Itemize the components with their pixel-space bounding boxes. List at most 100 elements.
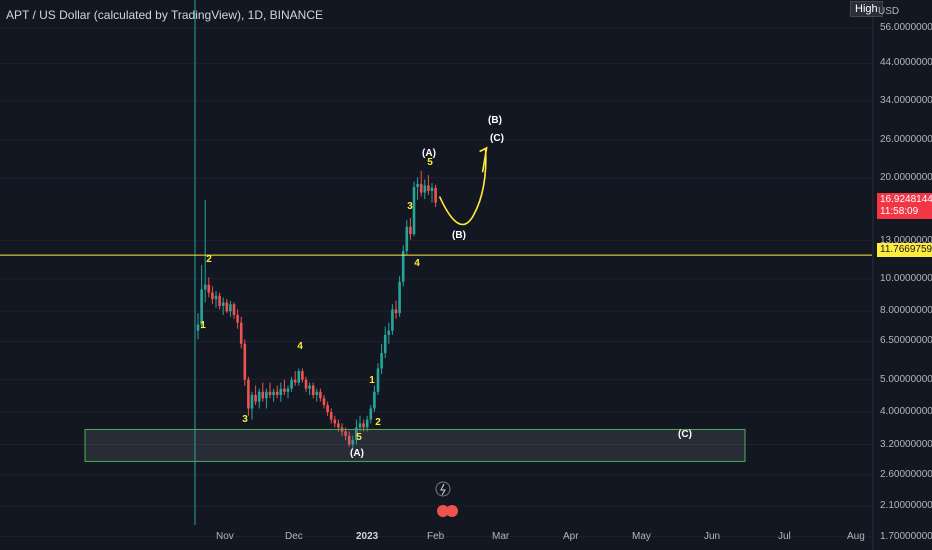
y-tick-label: 26.00000000: [880, 133, 932, 145]
last-price-flag: 16.92481448 11:58:09: [877, 193, 932, 219]
x-tick-label: Jul: [778, 531, 791, 542]
wave-label: 4: [414, 258, 420, 269]
candle-body: [430, 187, 434, 191]
candle-body: [405, 226, 409, 252]
candle-body: [380, 353, 383, 369]
grid-lines: [0, 27, 872, 538]
high-button[interactable]: High: [850, 1, 883, 17]
candle-body: [229, 304, 232, 312]
y-tick-label: 2.60000000: [880, 468, 932, 480]
candle-body: [362, 423, 365, 428]
wave-label: (B): [488, 115, 502, 126]
candle-body: [308, 385, 311, 389]
x-tick-label: Jun: [704, 531, 721, 542]
y-tick-label: 4.00000000: [880, 406, 932, 418]
candle-body: [355, 427, 358, 441]
lightning-glyph: [440, 483, 446, 496]
y-tick-label: 13.00000000: [880, 234, 932, 246]
y-tick-label: 1.70000000: [880, 530, 932, 542]
candle-body: [243, 343, 247, 380]
wave-label: 3: [407, 201, 413, 212]
event-icon: [437, 505, 449, 517]
candle-body: [257, 391, 261, 402]
candle-body: [394, 309, 398, 314]
y-tick-label: 56.00000000: [880, 22, 932, 34]
x-tick-label: Feb: [427, 531, 445, 542]
candle-body: [290, 379, 293, 389]
candle-body: [265, 391, 268, 399]
candle-body: [333, 419, 337, 424]
symbol-title: APT / US Dollar (calculated by TradingVi…: [6, 8, 324, 22]
candle-body: [315, 391, 319, 395]
candle-body: [391, 309, 394, 331]
candle-body: [351, 440, 355, 445]
wave-label: 1: [369, 375, 375, 386]
level-price-flag: 11.76697594: [877, 243, 932, 257]
y-tick-label: 44.00000000: [880, 57, 932, 69]
candle-body: [247, 379, 250, 409]
candle-body: [322, 398, 326, 406]
candle-body: [203, 284, 207, 290]
y-tick-label: 2.10000000: [880, 499, 932, 511]
candle-body: [401, 251, 405, 282]
countdown-value: 11:58:09: [880, 206, 919, 217]
wave-label: (A): [350, 448, 364, 459]
wave-label: 4: [297, 341, 303, 352]
candle-body: [283, 388, 286, 392]
candle-body: [268, 391, 272, 395]
currency-label: USD: [878, 6, 900, 17]
y-tick-label: 10.00000000: [880, 272, 932, 284]
candle-body: [412, 187, 416, 235]
candle-body: [236, 314, 239, 323]
projection-arrowhead: [479, 146, 488, 173]
candle-body: [326, 405, 329, 413]
candle-body: [275, 391, 279, 395]
candle-body: [221, 302, 225, 306]
candle-body: [272, 391, 275, 395]
candle-body: [409, 226, 412, 235]
wave-label: (C): [678, 429, 692, 440]
y-tick-label: 8.00000000: [880, 305, 932, 317]
x-tick-label: May: [632, 531, 651, 542]
candle-body: [196, 324, 200, 331]
lightning-icon: [435, 481, 451, 497]
wave-label: (A): [422, 148, 436, 159]
candle-body: [286, 388, 290, 392]
candle-body: [427, 185, 430, 191]
candle-body: [225, 302, 229, 312]
candle-body: [200, 289, 203, 325]
candle-body: [376, 368, 380, 392]
candle-body: [329, 412, 333, 420]
x-tick-label: Mar: [492, 531, 510, 542]
last-price-value: 16.92481448: [880, 194, 932, 205]
y-tick-label: 6.50000000: [880, 335, 932, 347]
wave-label: (B): [452, 230, 466, 241]
wave-label: 5: [356, 432, 362, 443]
candle-body: [344, 431, 347, 436]
x-tick-label: Apr: [563, 531, 579, 542]
candle-body: [239, 322, 243, 344]
x-tick-label: Aug: [847, 531, 865, 542]
wave-label: 2: [375, 417, 381, 428]
candle-body: [214, 295, 218, 300]
candle-body: [311, 385, 315, 395]
wave-label: (C): [490, 133, 504, 144]
candle-body: [304, 379, 308, 389]
x-tick-label: Dec: [285, 531, 303, 542]
y-tick-label: 20.00000000: [880, 172, 932, 183]
support-zone: [84, 428, 746, 462]
wave-label: 1: [200, 320, 206, 331]
candle-body: [254, 394, 257, 402]
candle-body: [419, 183, 423, 193]
candle-body: [365, 419, 369, 428]
x-tick-label: Nov: [216, 531, 234, 542]
candle-body: [337, 423, 340, 428]
candle-body: [416, 183, 419, 188]
candle-body: [301, 371, 304, 380]
candle-body: [250, 394, 254, 409]
candle-body: [423, 185, 427, 193]
candle-body: [373, 391, 376, 409]
candle-body: [279, 388, 283, 395]
wave-label: 2: [206, 254, 212, 265]
